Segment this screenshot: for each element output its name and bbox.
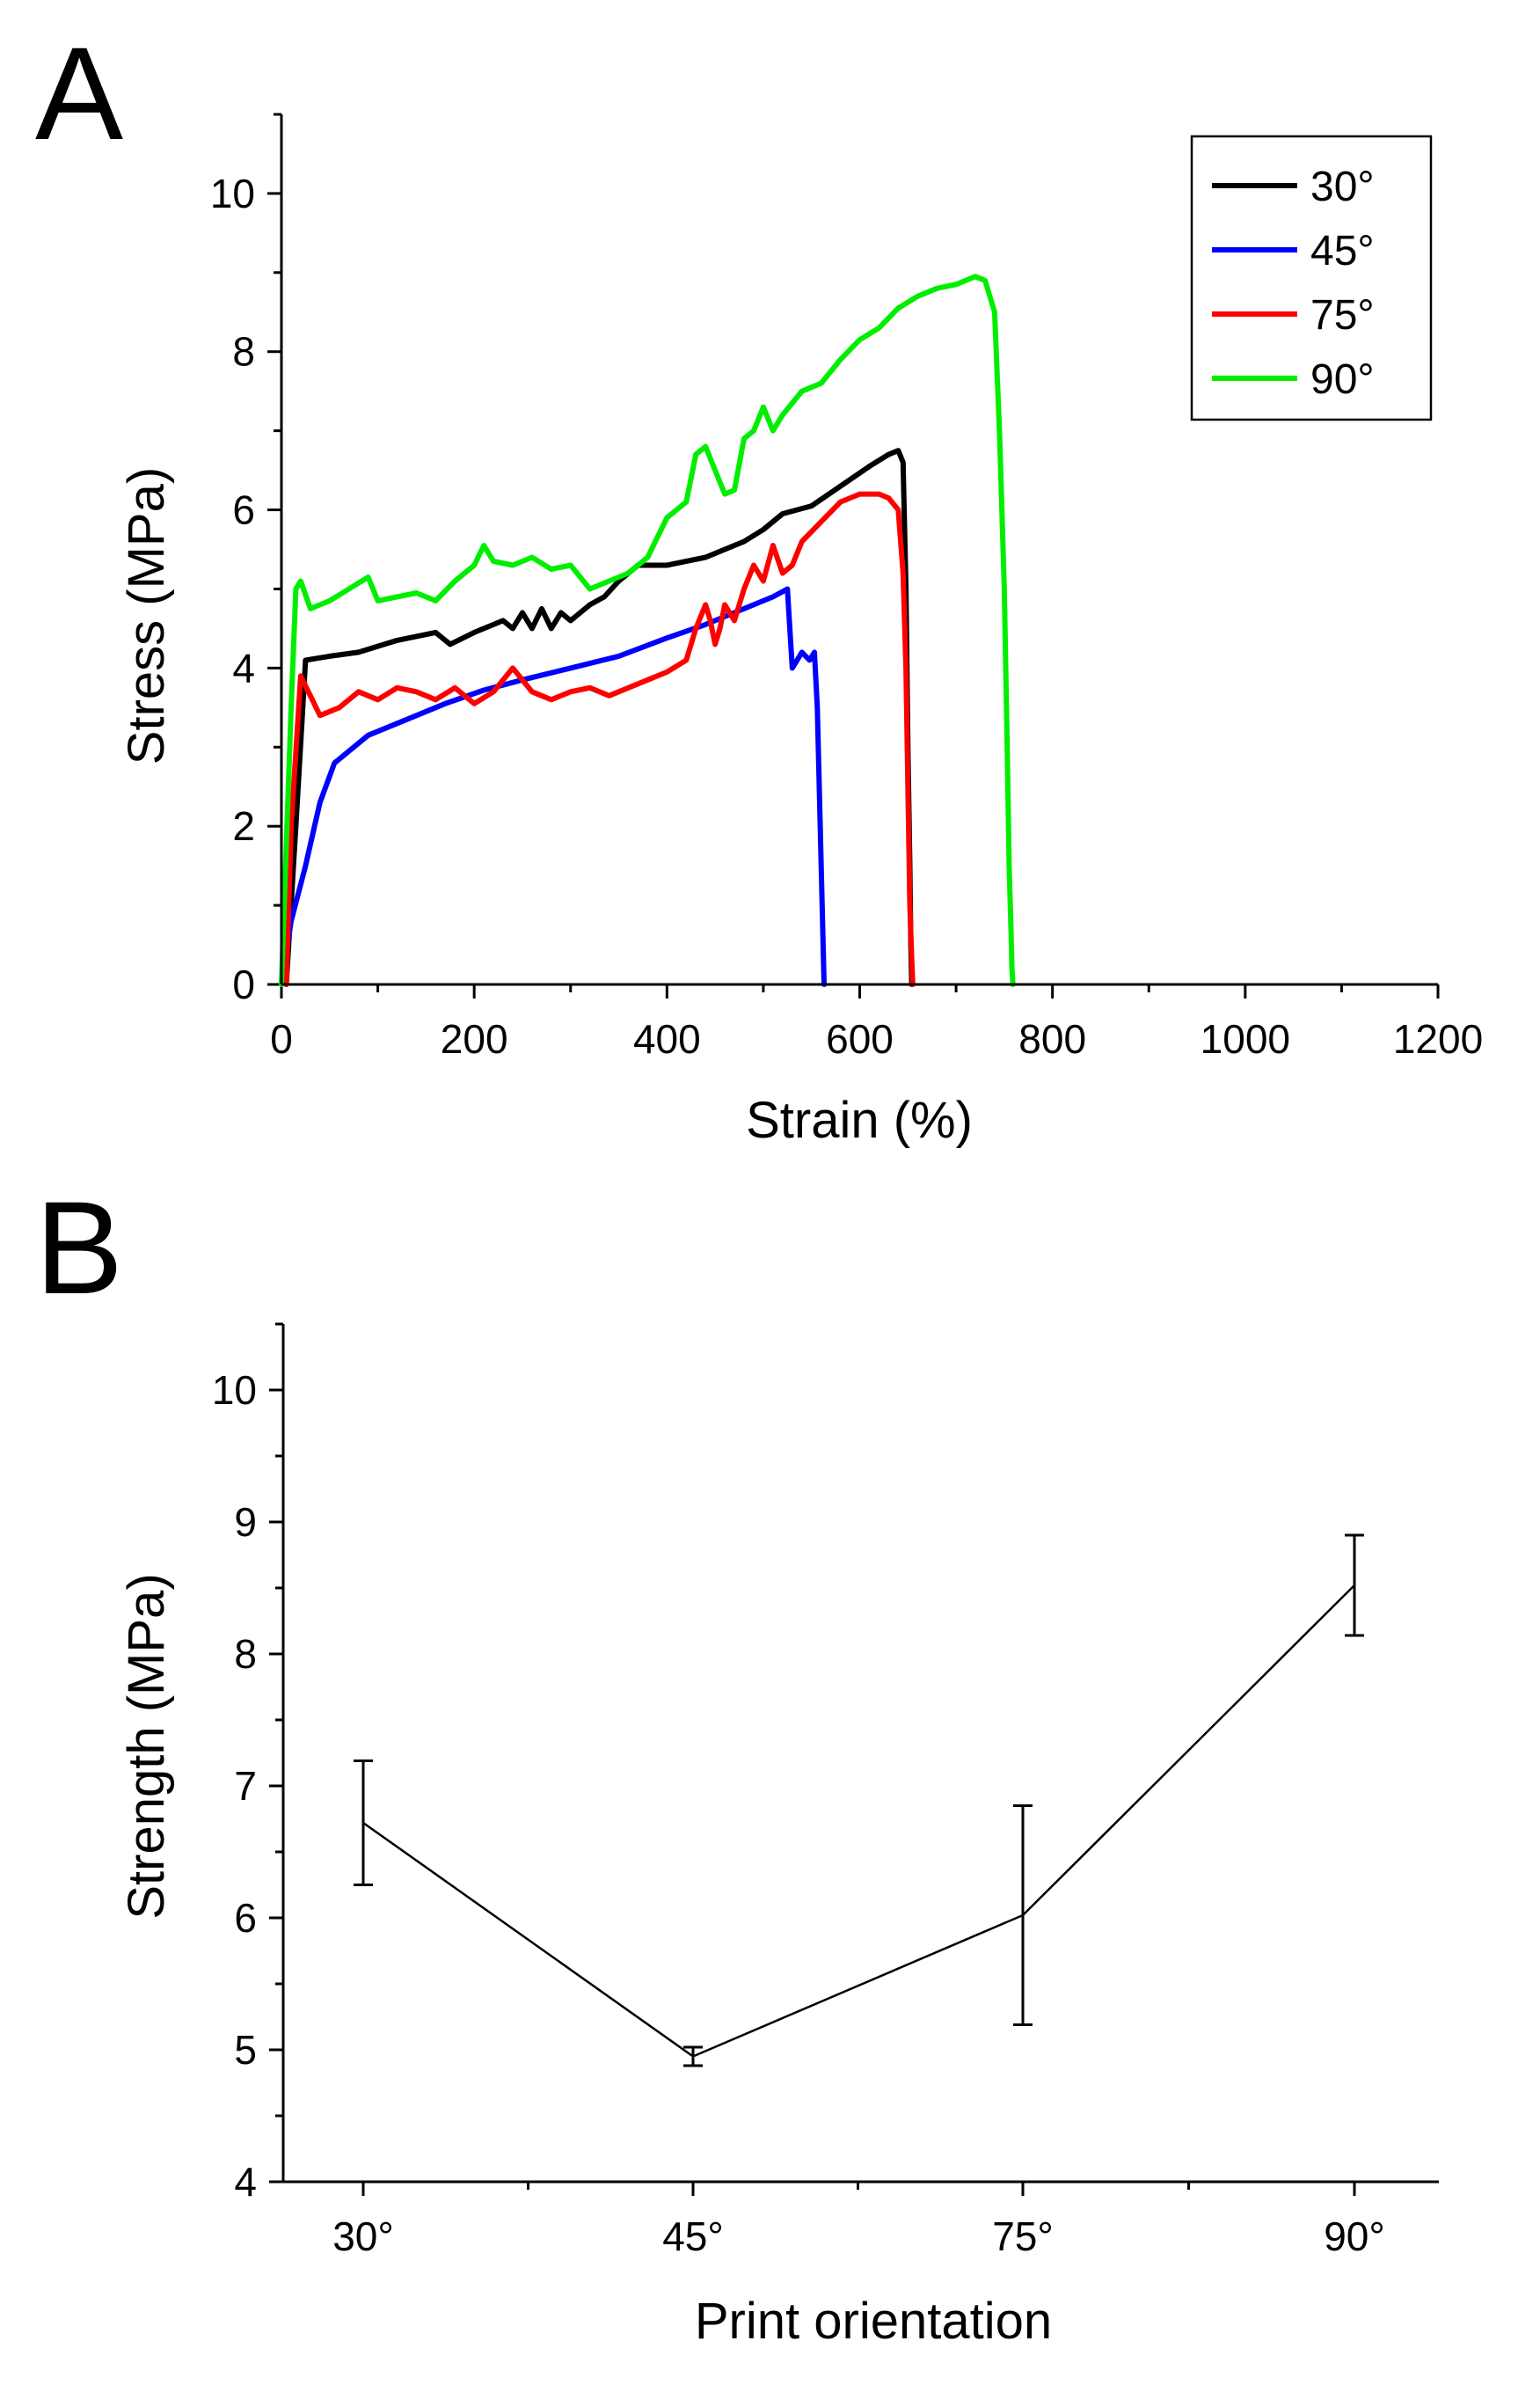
- panel-b-label: B: [35, 1174, 123, 1321]
- panel-a-x-axis-title: Strain (%): [746, 1092, 973, 1149]
- panel-a-series: [279, 274, 1016, 987]
- panel-a-y-axis-title: Stress (MPa): [118, 467, 175, 765]
- b-y-tick-label: 5: [234, 2027, 257, 2073]
- legend: 30° 45° 75° 90°: [1190, 135, 1433, 421]
- panel-a-ticks: 0 200 400 600 800 1000 1200 0 2 4 6 8 10: [210, 113, 1483, 1062]
- panel-b-strength-chart: B 4 5 6 7 8 9 10 30° 45° 75° 90° Print orientation…: [35, 1174, 1439, 2350]
- a-y-tick-label: 0: [232, 962, 255, 1007]
- error-bar-75deg: [1013, 1804, 1033, 2026]
- b-y-tick-label: 7: [234, 1763, 257, 1809]
- panel-b-marks: [354, 1533, 1364, 2067]
- b-y-tick-label: 10: [212, 1367, 257, 1413]
- a-y-tick-label: 4: [232, 645, 255, 691]
- series-line-45deg: [279, 586, 827, 987]
- b-x-tick-label: 45°: [662, 2213, 724, 2259]
- panel-b-ticks: 4 5 6 7 8 9 10 30° 45° 75° 90°: [212, 1322, 1385, 2259]
- b-x-tick-label: 75°: [992, 2213, 1054, 2259]
- a-x-tick-label: 1000: [1201, 1016, 1290, 1062]
- legend-label: 90°: [1310, 356, 1375, 403]
- legend-label: 30°: [1310, 164, 1375, 210]
- series-line-30deg: [283, 448, 915, 987]
- series-line-75deg: [283, 491, 916, 987]
- strength-line: [362, 1584, 1355, 2058]
- b-y-tick-label: 9: [234, 1499, 257, 1545]
- series-line-90deg: [279, 274, 1016, 987]
- a-x-tick-label: 1200: [1393, 1016, 1483, 1062]
- b-y-tick-label: 6: [234, 1895, 257, 1941]
- b-y-tick-label: 8: [234, 1631, 257, 1677]
- panel-b-x-axis-title: Print orientation: [695, 2293, 1052, 2350]
- a-y-tick-label: 2: [232, 803, 255, 849]
- panel-b-y-axis-title: Strength (MPa): [118, 1573, 175, 1919]
- a-y-tick-label: 8: [232, 329, 255, 375]
- a-x-tick-label: 200: [441, 1016, 508, 1062]
- a-x-tick-label: 600: [826, 1016, 894, 1062]
- a-x-tick-label: 0: [270, 1016, 293, 1062]
- b-x-tick-label: 30°: [332, 2213, 394, 2259]
- panel-a-stress-strain-chart: A 0 200 400 600 800 1000 1200 0 2 4 6 8 10 Strain (%…: [35, 19, 1483, 1149]
- legend-label: 75°: [1310, 292, 1375, 339]
- error-bar-30deg: [354, 1759, 373, 1886]
- a-x-tick-label: 800: [1018, 1016, 1086, 1062]
- error-bar-45deg: [683, 2045, 703, 2067]
- error-bar-90deg: [1345, 1533, 1364, 1637]
- a-x-tick-label: 400: [633, 1016, 701, 1062]
- b-x-tick-label: 90°: [1324, 2213, 1385, 2259]
- b-y-tick-label: 4: [234, 2159, 257, 2205]
- a-y-tick-label: 10: [210, 171, 255, 216]
- legend-label: 45°: [1310, 228, 1375, 274]
- a-y-tick-label: 6: [232, 487, 255, 533]
- panel-a-label: A: [35, 19, 123, 167]
